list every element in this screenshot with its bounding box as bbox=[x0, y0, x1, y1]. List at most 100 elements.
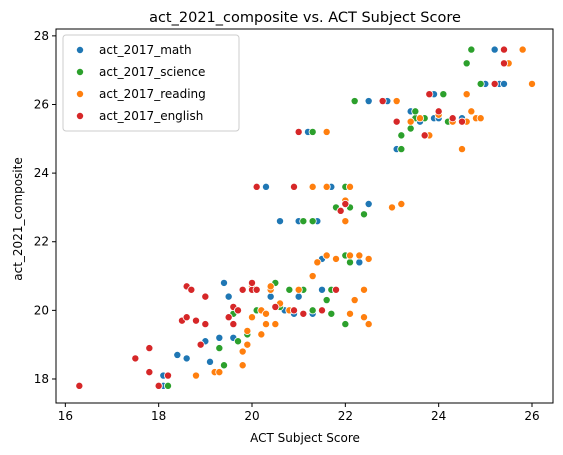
data-point bbox=[233, 306, 242, 315]
data-point bbox=[317, 285, 326, 294]
data-point bbox=[233, 337, 242, 346]
data-point bbox=[322, 127, 331, 136]
data-point bbox=[271, 302, 280, 311]
data-point bbox=[490, 45, 499, 54]
data-point bbox=[201, 320, 210, 329]
data-point bbox=[341, 320, 350, 329]
data-point bbox=[457, 145, 466, 154]
data-point bbox=[299, 309, 308, 318]
data-point bbox=[350, 296, 359, 305]
y-axis-label: act_2021_composite bbox=[11, 157, 25, 280]
data-point bbox=[499, 45, 508, 54]
data-point bbox=[341, 199, 350, 208]
data-point bbox=[247, 278, 256, 287]
data-point bbox=[331, 285, 340, 294]
data-point bbox=[285, 285, 294, 294]
series-act_2017_reading bbox=[191, 45, 537, 380]
data-point bbox=[145, 344, 154, 353]
data-point bbox=[266, 292, 275, 301]
y-tick-label: 20 bbox=[34, 303, 49, 317]
x-tick-label: 18 bbox=[151, 409, 166, 423]
x-tick-label: 26 bbox=[524, 409, 539, 423]
data-point bbox=[415, 114, 424, 123]
axis-ticks: 16 18 20 22 24 26 18 20 22 24 26 28 bbox=[34, 29, 540, 423]
data-point bbox=[322, 251, 331, 260]
data-point bbox=[350, 97, 359, 106]
data-point bbox=[322, 182, 331, 191]
data-point bbox=[392, 97, 401, 106]
data-point bbox=[345, 251, 354, 260]
data-point bbox=[224, 292, 233, 301]
legend-label: act_2017_reading bbox=[99, 87, 206, 101]
data-point bbox=[308, 217, 317, 226]
plot-frame bbox=[55, 28, 554, 404]
legend-box bbox=[62, 34, 240, 132]
data-point bbox=[308, 272, 317, 281]
data-point bbox=[462, 90, 471, 99]
data-point bbox=[327, 309, 336, 318]
data-point bbox=[420, 131, 429, 140]
data-point bbox=[261, 182, 270, 191]
data-point bbox=[336, 206, 345, 215]
legend-marker bbox=[76, 46, 85, 55]
data-point bbox=[266, 282, 275, 291]
data-point bbox=[345, 309, 354, 318]
data-point bbox=[182, 354, 191, 363]
legend-label: act_2017_science bbox=[99, 65, 205, 79]
y-tick-label: 24 bbox=[34, 166, 49, 180]
x-tick-label: 20 bbox=[244, 409, 259, 423]
data-point bbox=[476, 114, 485, 123]
data-point bbox=[499, 79, 508, 88]
data-point bbox=[243, 326, 252, 335]
data-point bbox=[289, 182, 298, 191]
data-point bbox=[364, 254, 373, 263]
data-point bbox=[457, 117, 466, 126]
y-tick-label: 22 bbox=[34, 235, 49, 249]
data-point bbox=[411, 107, 420, 116]
y-tick-label: 18 bbox=[34, 372, 49, 386]
data-point bbox=[397, 199, 406, 208]
data-point bbox=[359, 313, 368, 322]
legend-label: act_2017_math bbox=[99, 43, 192, 57]
data-point bbox=[397, 131, 406, 140]
data-point bbox=[163, 381, 172, 390]
data-point bbox=[364, 320, 373, 329]
y-tick-label: 28 bbox=[34, 29, 49, 43]
data-point bbox=[163, 371, 172, 380]
data-point bbox=[215, 333, 224, 342]
data-point bbox=[131, 354, 140, 363]
data-point bbox=[238, 361, 247, 370]
data-point bbox=[425, 90, 434, 99]
data-point bbox=[294, 285, 303, 294]
data-point bbox=[289, 306, 298, 315]
legend-marker bbox=[76, 68, 85, 77]
data-point bbox=[518, 45, 527, 54]
data-point bbox=[392, 117, 401, 126]
legend: act_2017_math act_2017_science act_2017_re… bbox=[62, 34, 240, 132]
data-point bbox=[308, 127, 317, 136]
data-point bbox=[448, 114, 457, 123]
data-point bbox=[205, 357, 214, 366]
data-point bbox=[196, 340, 205, 349]
data-point bbox=[322, 296, 331, 305]
data-point bbox=[229, 320, 238, 329]
data-point bbox=[345, 182, 354, 191]
data-point bbox=[243, 340, 252, 349]
data-point bbox=[191, 371, 200, 380]
data-point bbox=[191, 316, 200, 325]
data-point bbox=[75, 381, 84, 390]
data-point bbox=[364, 97, 373, 106]
data-point bbox=[182, 313, 191, 322]
data-point bbox=[317, 306, 326, 315]
data-point bbox=[331, 254, 340, 263]
points-layer bbox=[75, 45, 537, 390]
x-tick-label: 24 bbox=[431, 409, 446, 423]
data-point bbox=[467, 107, 476, 116]
data-point bbox=[355, 258, 364, 267]
data-point bbox=[201, 292, 210, 301]
data-point bbox=[261, 309, 270, 318]
data-point bbox=[271, 320, 280, 329]
x-axis-label: ACT Subject Score bbox=[250, 431, 360, 445]
data-point bbox=[499, 59, 508, 68]
